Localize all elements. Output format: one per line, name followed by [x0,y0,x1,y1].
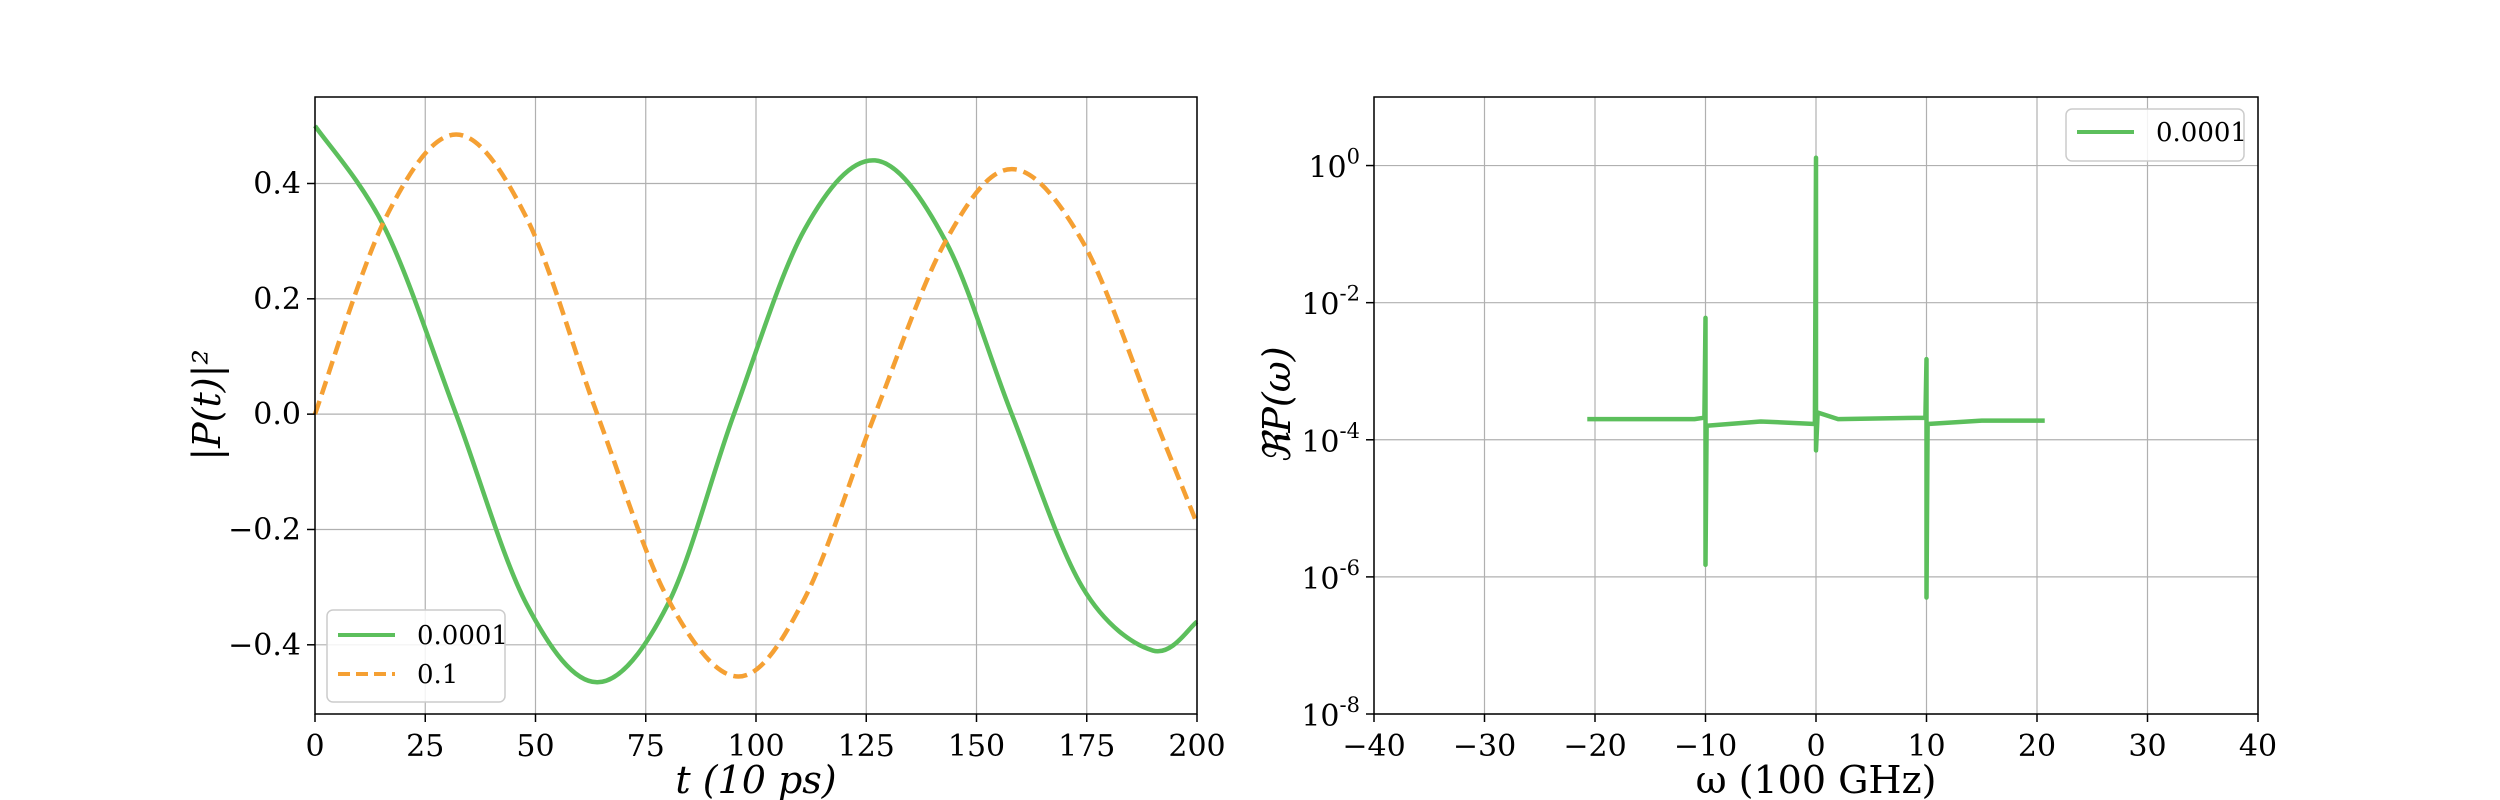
x-tick-label: −20 [1563,729,1626,764]
x-tick-label: −40 [1342,729,1405,764]
right-legend-label-1: 0.0001 [2156,118,2247,148]
x-tick-label: 0 [305,729,324,764]
y-tick-label: 10-2 [1301,282,1360,323]
series-line-2 [312,132,1200,679]
right-plot: −40 −30 −20 −10 0 10 20 30 40 10-8 10-6 10-4 10-2 100… [1255,96,2277,800]
right-ticks: −40 −30 −20 −10 0 10 20 30 40 10-8 10-6 10-4 10-2 100 [1301,145,2277,764]
left-plot: 0 25 50 75 100 125 150 175 200−0.4−0.20.00.20.4 … [185,96,1226,800]
series-line-1 [313,124,1199,685]
right-legend-box [2065,108,2245,162]
left-ticks: 0 25 50 75 100 125 150 175 200 −0.4 −0.2 0.0 0.2 0.4 [228,166,1225,764]
left-legend: 0.0001 0.1 [326,609,508,703]
y-tick-label: 0.0 [253,397,301,432]
x-tick-label: 175 [1058,729,1115,764]
y-tick-label: 10-6 [1301,556,1360,597]
y-tick-label: 10-4 [1301,419,1360,460]
left-x-axis-label: t (10 ps) [675,758,836,800]
y-tick-label: −0.2 [228,512,301,547]
right-y-axis-label: ℜP(ω) [1255,346,1299,463]
y-tick-label: 100 [1308,145,1360,186]
x-tick-label: −10 [1674,729,1737,764]
left-series-lines [312,124,1200,685]
right-series-lines [1587,155,2045,600]
y-tick-label: 0.4 [253,166,301,201]
right-series-line-1 [1587,155,2045,600]
x-tick-label: 20 [2018,729,2056,764]
x-tick-label: 50 [516,729,554,764]
x-tick-label: 0 [1806,729,1825,764]
x-tick-label: 125 [838,729,895,764]
x-tick-label: 150 [948,729,1005,764]
x-tick-label: 25 [406,729,444,764]
right-x-axis-label: ω (100 GHz) [1696,758,1937,800]
y-tick-label: 10-8 [1301,693,1360,734]
x-tick-label: 100 [727,729,784,764]
y-tick-label: −0.4 [228,628,301,663]
x-tick-label: 10 [1907,729,1945,764]
y-tick-label: 0.2 [253,282,301,317]
x-tick-label: 200 [1168,729,1225,764]
right-legend: 0.0001 [2065,108,2247,162]
left-y-axis-label: |P(t)|² [185,349,229,460]
left-legend-label-1: 0.0001 [417,621,508,651]
x-tick-label: −30 [1453,729,1516,764]
x-tick-label: 75 [627,729,665,764]
x-tick-label: 40 [2239,729,2277,764]
x-tick-label: 30 [2128,729,2166,764]
left-legend-label-2: 0.1 [417,660,458,690]
